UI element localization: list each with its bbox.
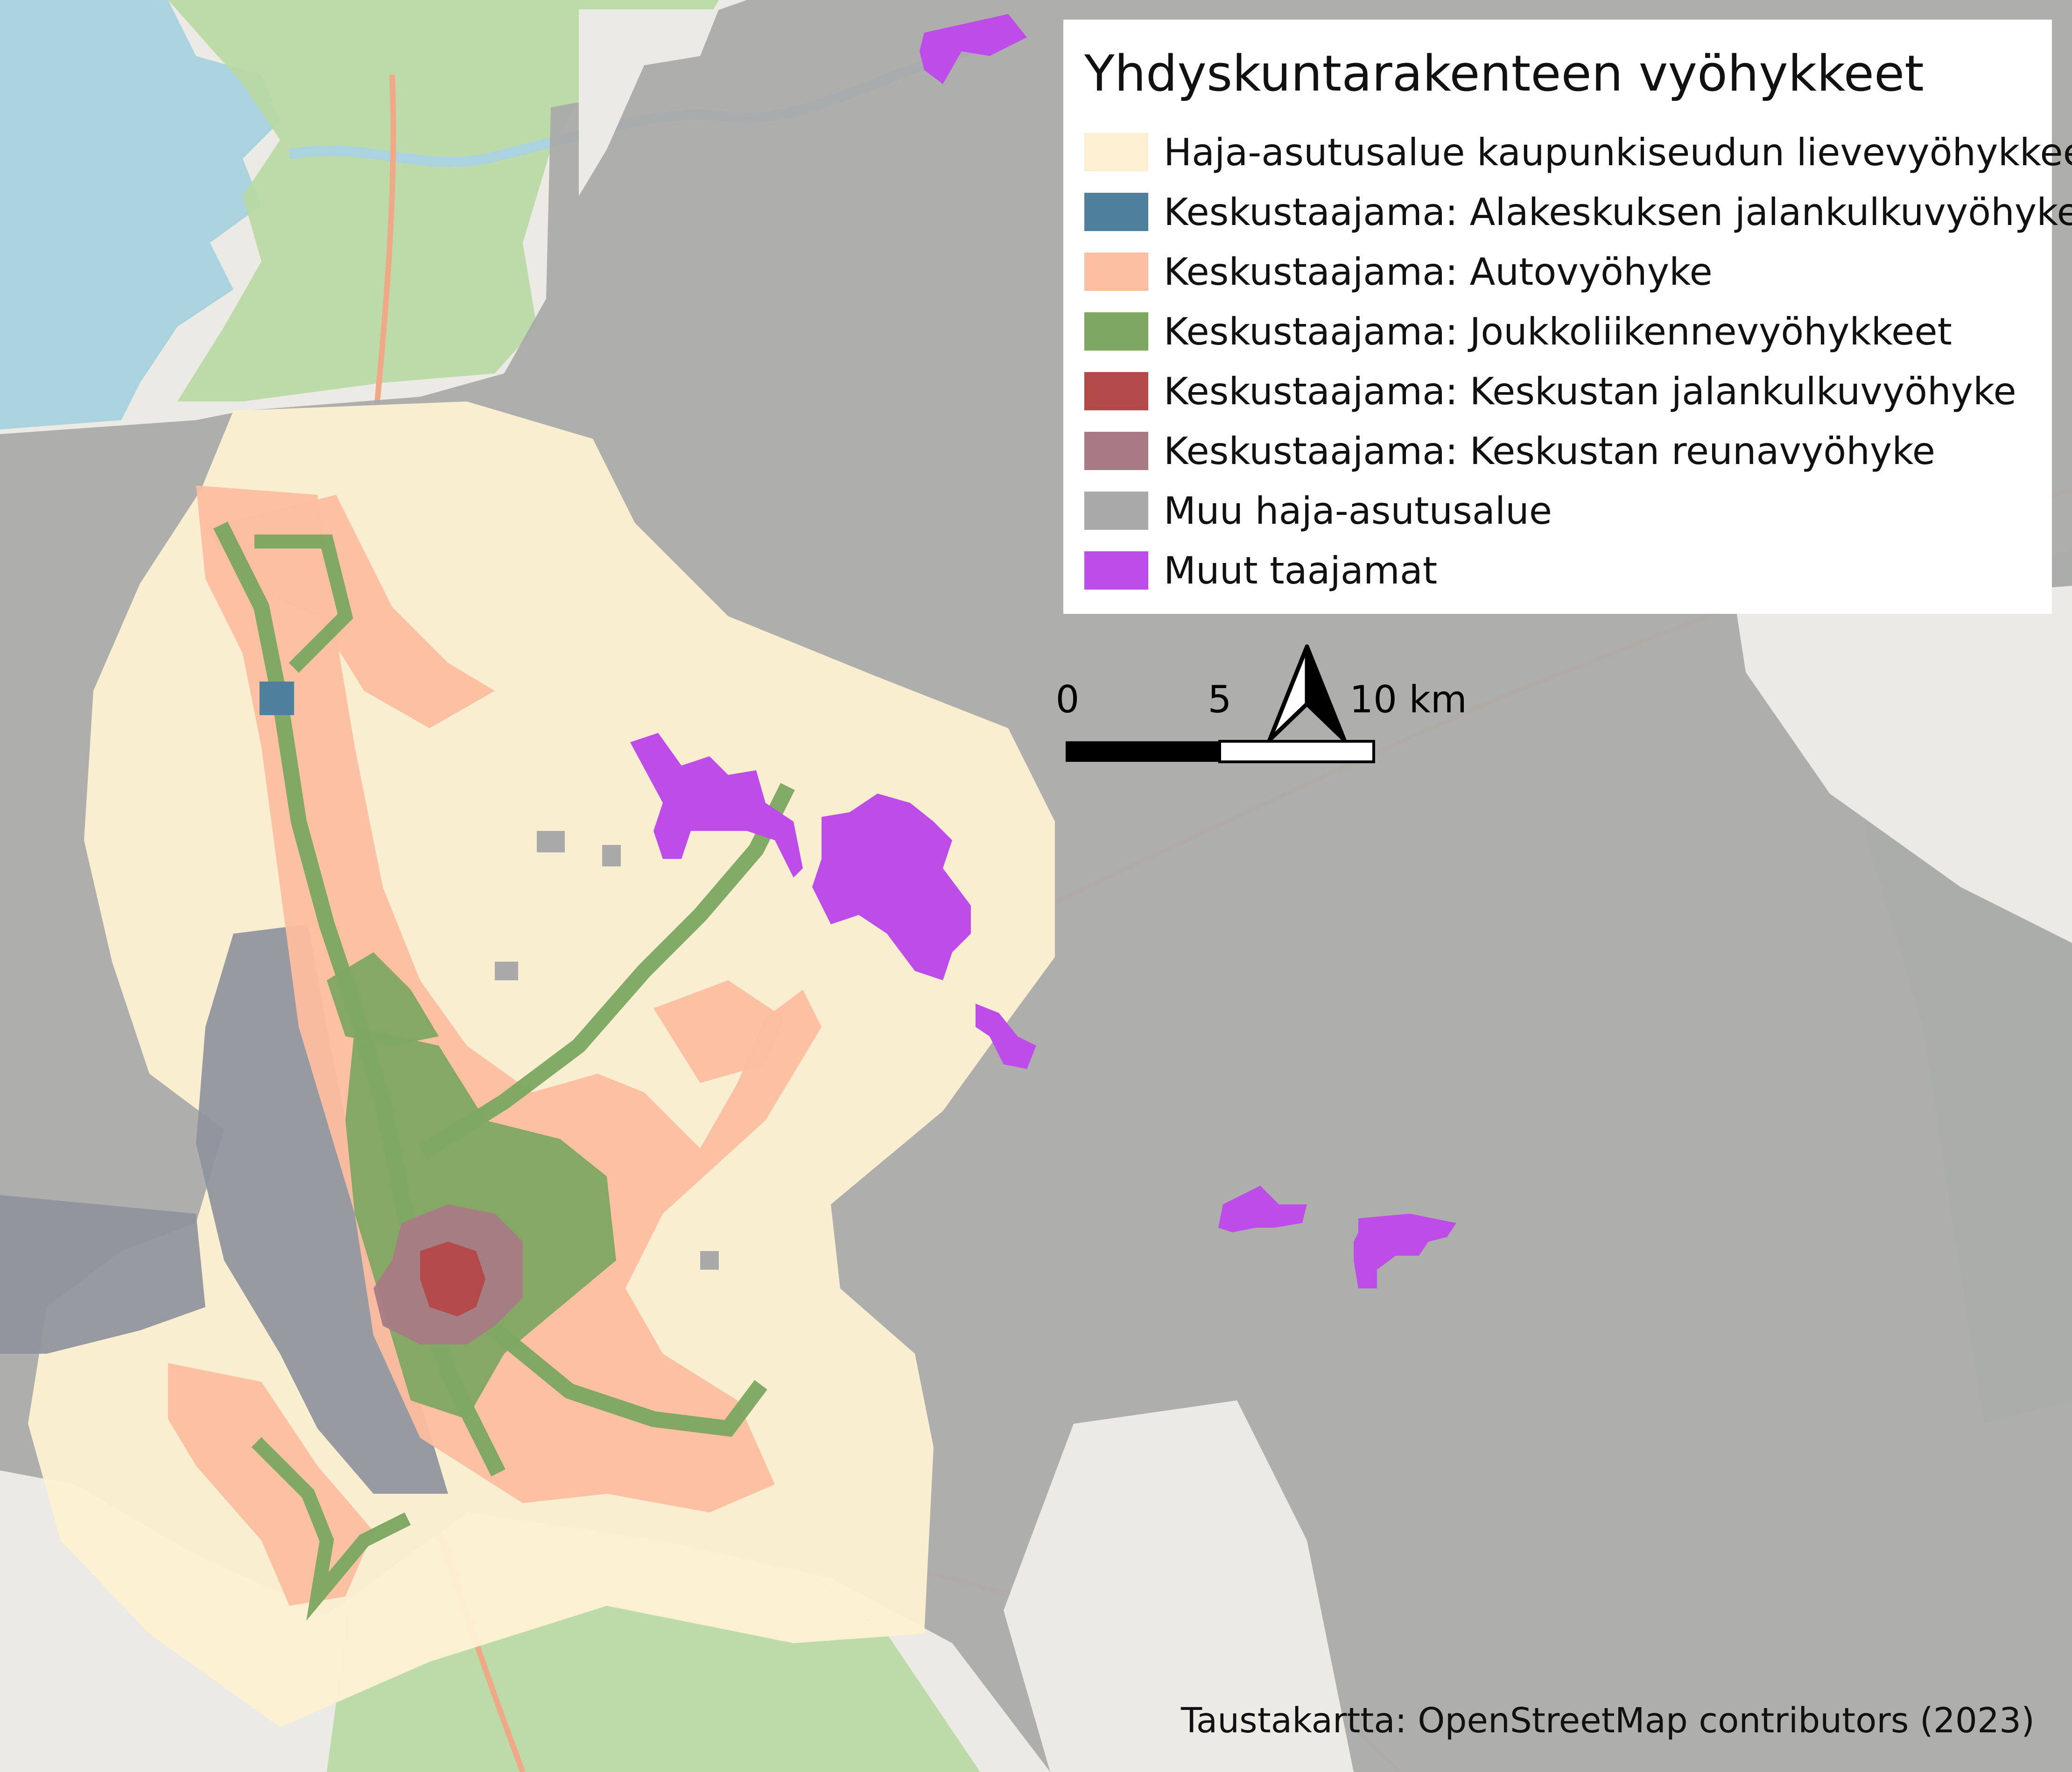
legend-item-joukkoliikennevyohykkeet: Keskustaajama: Joukkoliikennevyöhykkeet [1084, 302, 2031, 361]
legend-label: Keskustaajama: Keskustan reunavyöhyke [1164, 429, 1935, 473]
grey-island [495, 962, 518, 980]
scale-label-10-km: 10 km [1349, 678, 1467, 721]
scale-label-5: 5 [1208, 678, 1232, 721]
zone-alakeskuksen-jalankulkuvyohyke[interactable] [260, 682, 294, 715]
transit-corridor-southeast [456, 1296, 767, 1437]
legend-item-keskustan-reunavyohyke: Keskustaajama: Keskustan reunavyöhyke [1084, 421, 2031, 481]
grey-island [602, 845, 621, 866]
grey-island [700, 1251, 719, 1270]
legend-label: Keskustaajama: Alakeskuksen jalankulkuvy… [1164, 190, 2072, 234]
scale-bar-segment-black [1066, 741, 1220, 762]
grey-island [537, 831, 565, 852]
legend-label: Muut taajamat [1164, 548, 1438, 592]
north-arrow-right [1305, 644, 1347, 742]
scale-bar-segment-white [1218, 740, 1375, 763]
legend-swatch [1084, 312, 1148, 351]
grey-gap-east [1736, 586, 2072, 943]
legend-item-muu-haja-asutusalue: Muu haja-asutusalue [1084, 481, 2031, 541]
legend-label: Keskustaajama: Joukkoliikennevyöhykkeet [1164, 309, 1952, 353]
legend-label: Keskustaajama: Autovyöhyke [1164, 250, 1713, 294]
map-legend: Yhdyskuntarakenteen vyöhykkeet Haja-asut… [1063, 20, 2072, 614]
legend-label: Muu haja-asutusalue [1164, 489, 1552, 533]
sea-area [0, 0, 280, 429]
scale-bar [1066, 740, 1375, 763]
zone-autovyohyke-east[interactable] [653, 980, 784, 1083]
legend-swatch [1084, 492, 1148, 530]
zone-muut-taajamat-6[interactable] [1354, 1214, 1456, 1288]
legend-swatch [1084, 551, 1148, 590]
forest-area-north [168, 0, 719, 401]
legend-item-lievevyohyke: Haja-asutusalue kaupunkiseudun lievevyöh… [1084, 122, 2072, 182]
zone-autovyohyke-main[interactable] [196, 485, 822, 1512]
transit-corridor-loop [254, 534, 353, 673]
transit-corridor-east [418, 783, 795, 1160]
legend-swatch [1084, 372, 1148, 410]
legend-label: Keskustaajama: Keskustan jalankulkuvyöhy… [1164, 369, 2016, 413]
grey-gap-north [579, 9, 719, 196]
zone-keskustan-jalankulkuvyohyke[interactable] [420, 1242, 485, 1316]
scale-label-0: 0 [1055, 678, 1080, 721]
legend-swatch [1084, 193, 1148, 231]
transit-corridor-southwest [251, 1437, 411, 1621]
north-arrow [1267, 644, 1347, 742]
legend-swatch [1084, 133, 1148, 171]
transit-mesh-north[interactable] [327, 952, 439, 1046]
legend-swatch [1084, 432, 1148, 470]
legend-item-muut-taajamat: Muut taajamat [1084, 541, 2031, 600]
legend-swatch [1084, 253, 1148, 291]
legend-item-autovyohyke: Keskustaajama: Autovyöhyke [1084, 242, 2031, 302]
legend-item-alakeskuksen-jalankulkuvyohyke: Keskustaajama: Alakeskuksen jalankulkuvy… [1084, 182, 2072, 242]
grey-gap-south [1004, 1400, 1354, 1772]
sea-inlet-west [0, 1195, 205, 1354]
legend-title: Yhdyskuntarakenteen vyöhykkeet [1084, 45, 1924, 102]
legend-item-keskustan-jalankulkuvyohyke: Keskustaajama: Keskustan jalankulkuvyöhy… [1084, 361, 2031, 421]
legend-items: Haja-asutusalue kaupunkiseudun lievevyöh… [1084, 122, 2072, 600]
zone-muut-taajamat-4[interactable] [976, 1004, 1036, 1069]
zone-muut-taajamat-2[interactable] [630, 733, 803, 878]
map-attribution: Taustakartta: OpenStreetMap contributors… [1180, 1701, 2035, 1741]
zone-muut-taajamat-5[interactable] [1218, 1186, 1307, 1232]
zone-muut-taajamat-1[interactable] [920, 14, 1027, 84]
legend-label: Haja-asutusalue kaupunkiseudun lievevyöh… [1164, 130, 2072, 174]
zone-muut-taajamat-3[interactable] [812, 794, 971, 980]
